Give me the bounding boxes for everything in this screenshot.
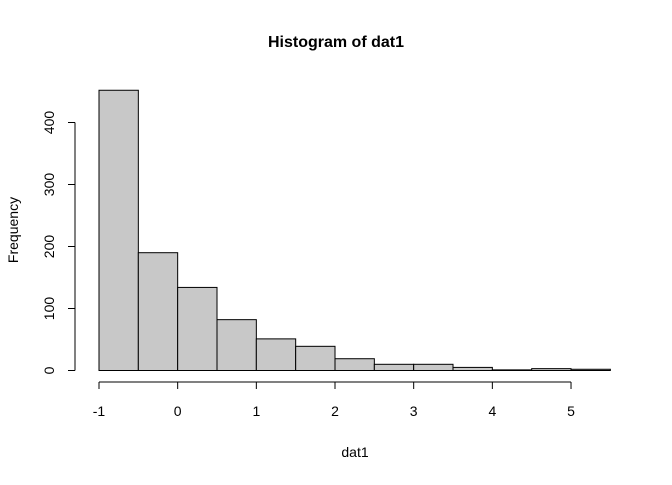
histogram-bar xyxy=(413,363,454,371)
x-tick-label: 4 xyxy=(488,403,496,419)
histogram-bar xyxy=(570,368,611,372)
x-tick-label: 1 xyxy=(252,403,260,419)
x-tick-label: 2 xyxy=(331,403,339,419)
histogram-bar xyxy=(373,363,415,371)
y-tick-label: 300 xyxy=(41,173,57,197)
x-axis-label: dat1 xyxy=(341,444,368,460)
y-tick-label: 0 xyxy=(41,366,57,374)
chart-title: Histogram of dat1 xyxy=(268,34,404,51)
histogram-bar xyxy=(295,345,336,372)
histogram-bar xyxy=(98,89,139,371)
histogram-bar xyxy=(255,338,297,372)
histogram-bar xyxy=(452,366,493,371)
y-axis-label: Frequency xyxy=(5,197,21,263)
histogram-bar xyxy=(491,369,533,372)
histogram-bar xyxy=(334,358,375,372)
histogram-bar xyxy=(531,368,572,372)
histogram-bar xyxy=(177,286,218,372)
y-tick-label: 400 xyxy=(41,111,57,135)
x-tick-label: 3 xyxy=(410,403,418,419)
histogram-bar xyxy=(216,319,257,372)
y-tick-label: 200 xyxy=(41,235,57,259)
x-tick-label: 5 xyxy=(567,403,575,419)
y-tick-label: 100 xyxy=(41,297,57,321)
x-tick-label: -1 xyxy=(93,403,106,419)
histogram-bar xyxy=(137,252,179,371)
x-tick-label: 0 xyxy=(174,403,182,419)
